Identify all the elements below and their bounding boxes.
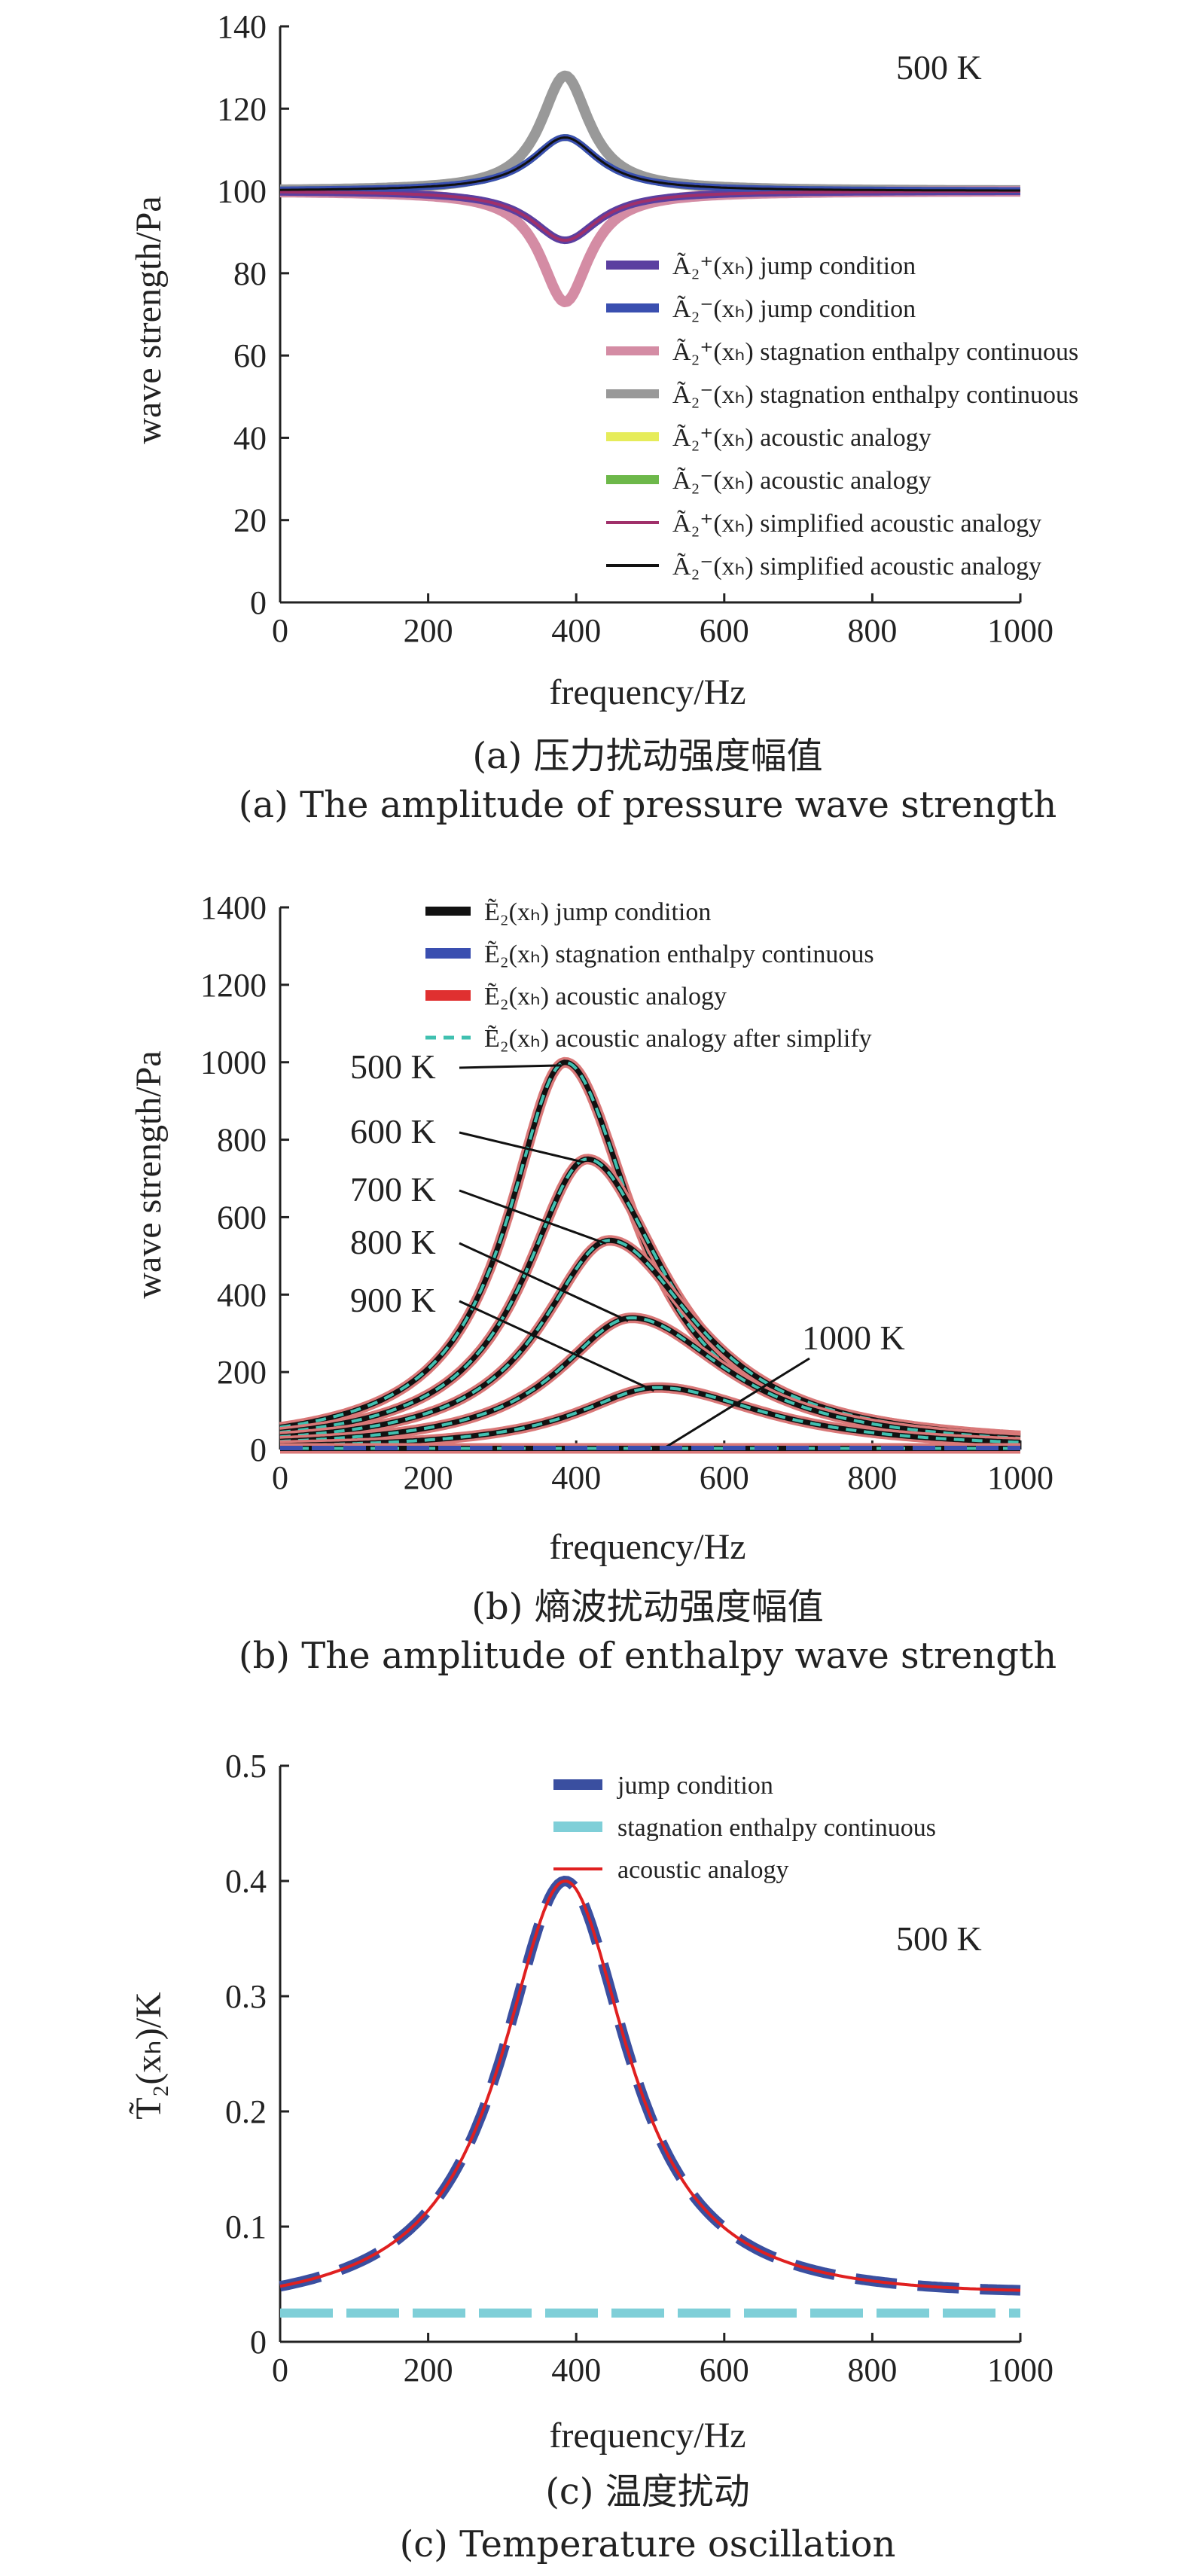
chart-a-caption-en: (a) The amplitude of pressure wave stren… xyxy=(239,784,1056,826)
chart-a: 0 200 400 600 800 1000 0 20 40 60 80 100 120 140 Ã₂⁺(x… xyxy=(217,8,1078,649)
chart-c-ylabel: T̃₂(xₕ)/K xyxy=(128,1992,169,2120)
chart-b-xlabel: frequency/Hz xyxy=(549,1527,745,1567)
chart-b-y-tick-label: 0 xyxy=(250,1431,267,1468)
chart-c-x-tick-label: 800 xyxy=(847,2352,897,2389)
chart-a-legend-label: Ã₂⁻(xₕ) acoustic analogy xyxy=(672,467,931,495)
chart-c-xlabel: frequency/Hz xyxy=(549,2416,745,2456)
chart-b-leader-line xyxy=(459,1300,655,1392)
chart-c-y-tick-label: 0.1 xyxy=(225,2209,267,2245)
chart-c-x-tick-label: 1000 xyxy=(987,2352,1053,2389)
chart-a-x-tick-label: 800 xyxy=(847,612,897,649)
chart-c-y-tick-label: 0.2 xyxy=(225,2093,267,2130)
chart-a-legend-label: Ã₂⁻(xₕ) stagnation enthalpy continuous xyxy=(672,381,1078,409)
chart-b-curve-label: 900 K xyxy=(350,1281,436,1319)
chart-b-curve-label: 700 K xyxy=(350,1170,436,1209)
chart-a-annotation: 500 K xyxy=(896,48,982,87)
chart-b-leader-line xyxy=(459,1189,607,1245)
chart-a-x-tick-label: 200 xyxy=(404,612,453,649)
chart-b-curve-label: 1000 K xyxy=(802,1318,905,1357)
chart-b-x-tick-label: 600 xyxy=(700,1459,749,1496)
chart-b-legend-label: Ẽ₂(xₕ) acoustic analogy xyxy=(484,983,727,1011)
chart-c-y-tick-label: 0.3 xyxy=(225,1978,267,2015)
chart-b-curve-dashed xyxy=(279,1316,1021,1443)
chart-b-y-tick-label: 200 xyxy=(217,1354,267,1391)
chart-b-leader-line xyxy=(459,1242,629,1322)
chart-a-legend-label: Ã₂⁺(xₕ) jump condition xyxy=(672,252,916,280)
chart-a-xlabel: frequency/Hz xyxy=(549,672,745,712)
chart-b-x-tick-label: 200 xyxy=(404,1459,453,1496)
chart-b-y-tick-label: 800 xyxy=(217,1122,267,1159)
chart-b-legend-label: Ẽ₂(xₕ) acoustic analogy after simplify xyxy=(484,1025,872,1053)
chart-b-y-tick-label: 400 xyxy=(217,1276,267,1313)
chart-b-x-tick-label: 0 xyxy=(272,1459,288,1496)
chart-b-ylabel: wave strength/Pa xyxy=(129,1050,169,1298)
chart-c-annotation: 500 K xyxy=(896,1919,982,1958)
chart-a-y-tick-label: 40 xyxy=(233,419,267,456)
chart-b: 0 200 400 600 800 1000 0 200 400 600 800 1000 1200 14… xyxy=(200,889,1053,1496)
chart-b-leader-line xyxy=(664,1357,810,1449)
chart-b-legend-label: Ẽ₂(xₕ) stagnation enthalpy continuous xyxy=(484,940,874,968)
chart-c-y-tick-label: 0.4 xyxy=(225,1863,267,1900)
chart-a-y-tick-label: 140 xyxy=(217,8,267,45)
chart-c-y-tick-label: 0 xyxy=(250,2324,267,2361)
chart-c-x-tick-label: 200 xyxy=(404,2352,453,2389)
chart-b-curve-label: 500 K xyxy=(350,1047,436,1086)
chart-a-legend-label: Ã₂⁺(xₕ) acoustic analogy xyxy=(672,424,931,452)
chart-b-y-tick-label: 1200 xyxy=(200,967,267,1004)
chart-b-caption-en: (b) The amplitude of enthalpy wave stren… xyxy=(239,1635,1056,1677)
chart-c-caption-cn: (c) 温度扰动 xyxy=(545,2471,750,2513)
chart-a-y-tick-label: 20 xyxy=(233,502,267,539)
chart-a-series-line xyxy=(277,186,1023,307)
chart-a-y-tick-label: 120 xyxy=(217,90,267,127)
chart-b-y-tick-label: 1400 xyxy=(200,889,267,926)
chart-a-x-tick-label: 1000 xyxy=(987,612,1053,649)
chart-a-series-line xyxy=(280,190,1020,242)
chart-a-legend-label: Ã₂⁻(xₕ) simplified acoustic analogy xyxy=(672,553,1041,581)
chart-a-x-tick-label: 600 xyxy=(700,612,749,649)
chart-a-series-line xyxy=(277,70,1023,196)
chart-c: 0 200 400 600 800 1000 0 0.1 0.2 0.3 0.4 0.5 jump co… xyxy=(225,1748,1053,2389)
chart-c-acoustic-line xyxy=(279,1879,1021,2292)
chart-c-x-tick-label: 0 xyxy=(272,2352,288,2389)
chart-c-x-tick-label: 600 xyxy=(700,2352,749,2389)
chart-b-caption-cn: (b) 熵波扰动强度幅值 xyxy=(471,1586,823,1628)
chart-c-legend-label: jump condition xyxy=(617,1772,773,1800)
chart-a-y-tick-label: 100 xyxy=(217,173,267,210)
chart-b-x-tick-label: 800 xyxy=(847,1459,897,1496)
chart-a-legend-label: Ã₂⁺(xₕ) simplified acoustic analogy xyxy=(672,510,1041,538)
chart-a-caption-cn: (a) 压力扰动强度幅值 xyxy=(472,735,822,777)
chart-a-y-tick-label: 0 xyxy=(250,584,267,621)
chart-b-curve-label: 800 K xyxy=(350,1223,436,1261)
chart-b-x-tick-label: 1000 xyxy=(987,1459,1053,1496)
chart-a-y-tick-label: 80 xyxy=(233,255,267,292)
chart-b-legend-label: Ẽ₂(xₕ) jump condition xyxy=(484,898,711,926)
chart-c-legend-label: acoustic analogy xyxy=(617,1856,789,1884)
chart-b-leader-line xyxy=(459,1131,584,1163)
chart-b-curve-label: 600 K xyxy=(350,1112,436,1151)
chart-b-leader-line xyxy=(459,1064,562,1069)
chart-a-ylabel: wave strength/Pa xyxy=(129,196,169,444)
chart-a-x-tick-label: 0 xyxy=(272,612,288,649)
chart-b-y-tick-label: 1000 xyxy=(200,1044,267,1081)
chart-b-y-tick-label: 600 xyxy=(217,1199,267,1236)
chart-a-legend-label: Ã₂⁺(xₕ) stagnation enthalpy continuous xyxy=(672,338,1078,366)
chart-c-caption-en: (c) Temperature oscillation xyxy=(400,2523,896,2565)
chart-a-y-tick-label: 60 xyxy=(233,337,267,374)
chart-a-x-tick-label: 400 xyxy=(551,612,601,649)
chart-a-series-line xyxy=(279,136,1020,192)
chart-b-x-tick-label: 400 xyxy=(551,1459,601,1496)
chart-c-legend-label: stagnation enthalpy continuous xyxy=(617,1814,936,1842)
chart-c-y-tick-label: 0.5 xyxy=(225,1748,267,1785)
chart-c-x-tick-label: 400 xyxy=(551,2352,601,2389)
chart-a-legend-label: Ã₂⁻(xₕ) jump condition xyxy=(672,295,916,323)
